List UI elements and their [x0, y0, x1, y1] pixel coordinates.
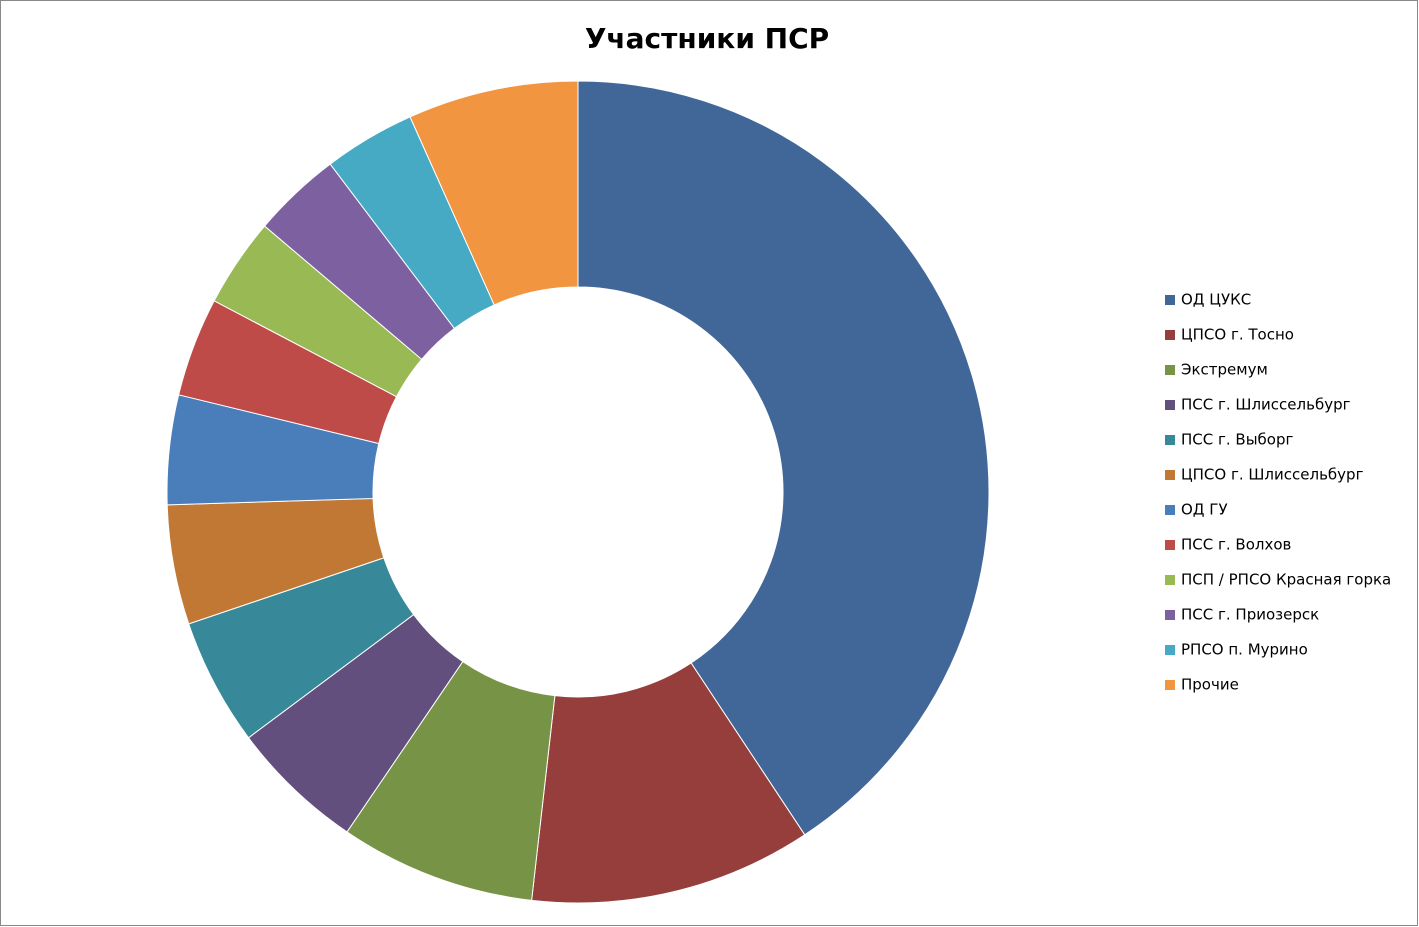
legend-label: ПСС г. Шлиссельбург — [1181, 396, 1351, 414]
chart-title: Участники ПСР — [585, 22, 829, 55]
legend-label: ПСП / РПСО Красная горка — [1181, 571, 1391, 589]
legend-label: ПСС г. Выборг — [1181, 431, 1293, 449]
legend-label: РПСО п. Мурино — [1181, 641, 1308, 659]
legend-swatch — [1165, 680, 1175, 690]
legend-swatch — [1165, 295, 1175, 305]
legend-label: ОД ЦУКС — [1181, 291, 1251, 309]
legend-swatch — [1165, 540, 1175, 550]
legend-label: ЦПСО г. Шлиссельбург — [1181, 466, 1364, 484]
donut-slice — [409, 80, 579, 306]
donut-slice — [531, 662, 806, 904]
legend-label: ОД ГУ — [1181, 501, 1228, 519]
legend-label: Прочие — [1181, 676, 1239, 694]
legend-label: ПСС г. Волхов — [1181, 536, 1291, 554]
donut-slice — [577, 80, 990, 836]
legend-swatch — [1165, 400, 1175, 410]
legend-swatch — [1165, 330, 1175, 340]
legend-label: ЦПСО г. Тосно — [1181, 326, 1294, 344]
legend-swatch — [1165, 470, 1175, 480]
legend-swatch — [1165, 365, 1175, 375]
legend-swatch — [1165, 505, 1175, 515]
legend-swatch — [1165, 575, 1175, 585]
legend-swatch — [1165, 645, 1175, 655]
legend-label: ПСС г. Приозерск — [1181, 606, 1319, 624]
legend-swatch — [1165, 610, 1175, 620]
legend-swatch — [1165, 435, 1175, 445]
legend-label: Экстремум — [1181, 361, 1268, 379]
